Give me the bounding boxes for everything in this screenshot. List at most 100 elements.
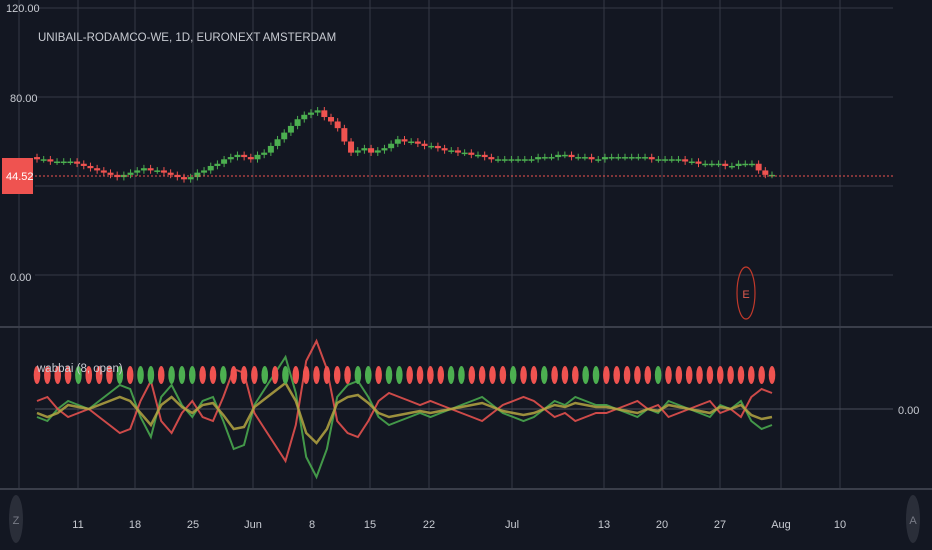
candle-body	[234, 154, 241, 158]
auto-scale-button[interactable]: A	[906, 495, 920, 543]
signal-dot	[489, 366, 496, 384]
signal-dot	[634, 366, 641, 384]
candle-body	[254, 154, 261, 160]
candle-body	[301, 114, 308, 120]
signal-dot	[64, 366, 72, 384]
candle-body	[541, 157, 548, 159]
time-tick-label: 18	[129, 519, 141, 531]
signal-dot	[416, 366, 424, 384]
candle-body	[287, 125, 294, 133]
candle-body	[167, 172, 174, 175]
signal-dot	[592, 366, 600, 384]
signal-dot	[240, 366, 248, 384]
candle-body	[261, 152, 268, 155]
signal-dot	[137, 366, 144, 384]
candle-body	[588, 157, 595, 160]
signal-dot	[261, 366, 269, 384]
candle-body	[715, 163, 722, 166]
candle-body	[688, 161, 695, 164]
candle-body	[682, 159, 689, 162]
signal-dot	[458, 366, 465, 384]
signal-dot	[354, 366, 362, 384]
candle-body	[581, 157, 588, 159]
candle-body	[174, 174, 181, 178]
earnings-marker-label: E	[742, 289, 749, 301]
signal-dot	[406, 366, 413, 384]
signal-dot	[292, 366, 300, 384]
candle-body	[575, 157, 582, 159]
candle-body	[755, 163, 762, 171]
pane-separator[interactable]	[0, 326, 932, 328]
signal-dot	[147, 366, 155, 384]
signal-dot	[385, 366, 393, 384]
candle-body	[601, 157, 608, 160]
candle-body	[388, 143, 395, 149]
signal-dots-layer	[33, 366, 776, 384]
signal-dot	[727, 366, 734, 384]
signal-dot	[54, 366, 62, 384]
candle-body	[668, 159, 675, 161]
grid-lines	[18, 0, 893, 488]
candle-body	[314, 110, 321, 113]
candle-body	[294, 119, 301, 126]
candle-body	[408, 141, 415, 143]
oscillator-series-line	[36, 381, 773, 445]
signal-dot	[323, 366, 331, 384]
signal-dot	[313, 366, 320, 384]
candle-body	[421, 143, 428, 146]
candle-body	[181, 177, 187, 180]
candle-body	[381, 148, 388, 151]
signal-dot	[106, 366, 113, 384]
candle-body	[348, 141, 355, 153]
candle-body	[34, 157, 40, 160]
signal-dot	[33, 366, 41, 384]
signal-dot	[706, 366, 714, 384]
signal-dot	[157, 366, 165, 384]
candle-body	[622, 157, 628, 159]
candle-body	[67, 161, 74, 164]
candle-body	[267, 145, 274, 153]
candle-body	[47, 159, 54, 162]
candle-body	[114, 174, 121, 178]
candle-body	[274, 139, 281, 146]
candle-body	[147, 168, 154, 171]
time-tick-label: Jul	[505, 519, 519, 531]
signal-dot	[126, 366, 134, 384]
signal-dot	[654, 366, 662, 384]
signal-dot	[75, 366, 82, 384]
candle-body	[154, 170, 161, 172]
signal-dot	[302, 366, 310, 384]
signal-dot	[230, 366, 237, 384]
candle-body	[194, 172, 201, 178]
candle-body	[655, 159, 662, 161]
log-scale-button[interactable]: Z	[9, 495, 23, 543]
signal-dot	[540, 366, 548, 384]
signal-dot	[644, 366, 652, 384]
candle-body	[361, 148, 368, 151]
signal-dot	[344, 366, 351, 384]
candle-body	[488, 157, 495, 160]
signal-dot	[85, 366, 93, 384]
candle-body	[642, 157, 649, 159]
time-tick-label: 10	[834, 519, 846, 531]
signal-dot	[282, 366, 289, 384]
candle-body	[414, 141, 421, 144]
earnings-marker[interactable]: E	[736, 266, 756, 320]
signal-dot	[716, 366, 724, 384]
signal-dot	[747, 366, 755, 384]
candle-body	[501, 159, 508, 161]
candle-body	[448, 150, 455, 152]
signal-dot	[696, 366, 703, 384]
candle-body	[561, 154, 568, 157]
price-tick-label: 0.00	[10, 272, 31, 284]
candle-body	[214, 163, 221, 166]
candle-body	[401, 139, 408, 142]
signal-dot	[178, 366, 186, 384]
candle-body	[321, 110, 328, 118]
signal-dot	[530, 366, 538, 384]
candle-body	[735, 163, 742, 166]
signal-dot	[116, 366, 124, 384]
candle-body	[100, 170, 107, 173]
time-axis[interactable]: 11 18 25 Jun 8 15 22 Jul 13 20 27 Aug 10	[72, 519, 846, 531]
candle-body	[461, 152, 468, 155]
